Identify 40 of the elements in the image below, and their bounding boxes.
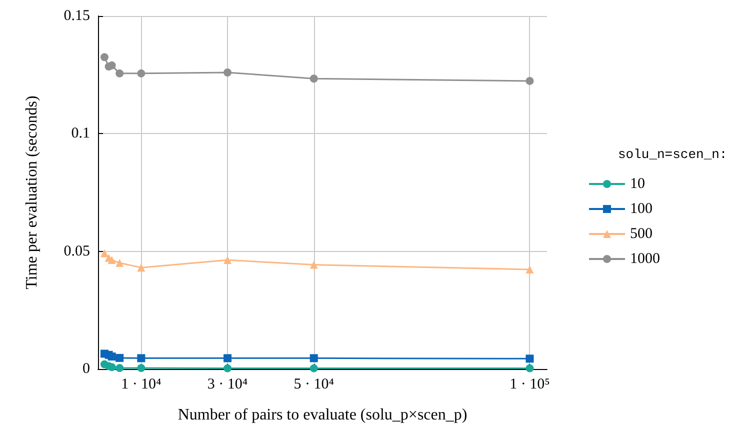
point (224, 364, 232, 372)
point (108, 256, 116, 264)
point (116, 364, 124, 372)
y-tick-label: 0.15 (64, 8, 90, 24)
point (526, 76, 534, 85)
legend-label: 500 (630, 226, 652, 242)
y-tick-label: 0.05 (64, 243, 90, 260)
x-tick-label: 5 · 10⁴ (294, 376, 334, 392)
point (224, 354, 232, 362)
y-tick-label: 0 (82, 361, 90, 377)
point (137, 354, 146, 362)
point (137, 364, 146, 372)
point (224, 256, 232, 264)
point (310, 354, 318, 362)
x-tick-label: 1 · 10⁵ (510, 376, 550, 392)
x-tick-label: 3 · 10⁴ (207, 376, 248, 392)
point (526, 364, 534, 372)
point (100, 53, 108, 62)
legend-label: 1000 (630, 251, 660, 267)
point (526, 354, 534, 363)
point (310, 260, 318, 269)
point (116, 354, 124, 362)
point (116, 258, 124, 267)
y-tick-label: 0.1 (71, 126, 90, 142)
point (108, 352, 116, 361)
point (108, 61, 116, 70)
point (526, 265, 534, 274)
legend-title: solu_n=scen_n: (618, 147, 728, 162)
point (137, 69, 146, 78)
point (310, 364, 318, 372)
point (116, 69, 124, 78)
x-axis-title: Number of pairs to evaluate (solu_p×scen_p) (178, 406, 468, 424)
point (137, 264, 146, 272)
point (224, 68, 232, 76)
point (310, 74, 318, 83)
point (100, 249, 108, 258)
x-tick-label: 1 · 10⁴ (121, 376, 162, 392)
y-axis-title: Time per evaluation (seconds) (24, 96, 40, 290)
legend-label: 100 (630, 201, 652, 217)
legend-label: 10 (630, 176, 645, 192)
